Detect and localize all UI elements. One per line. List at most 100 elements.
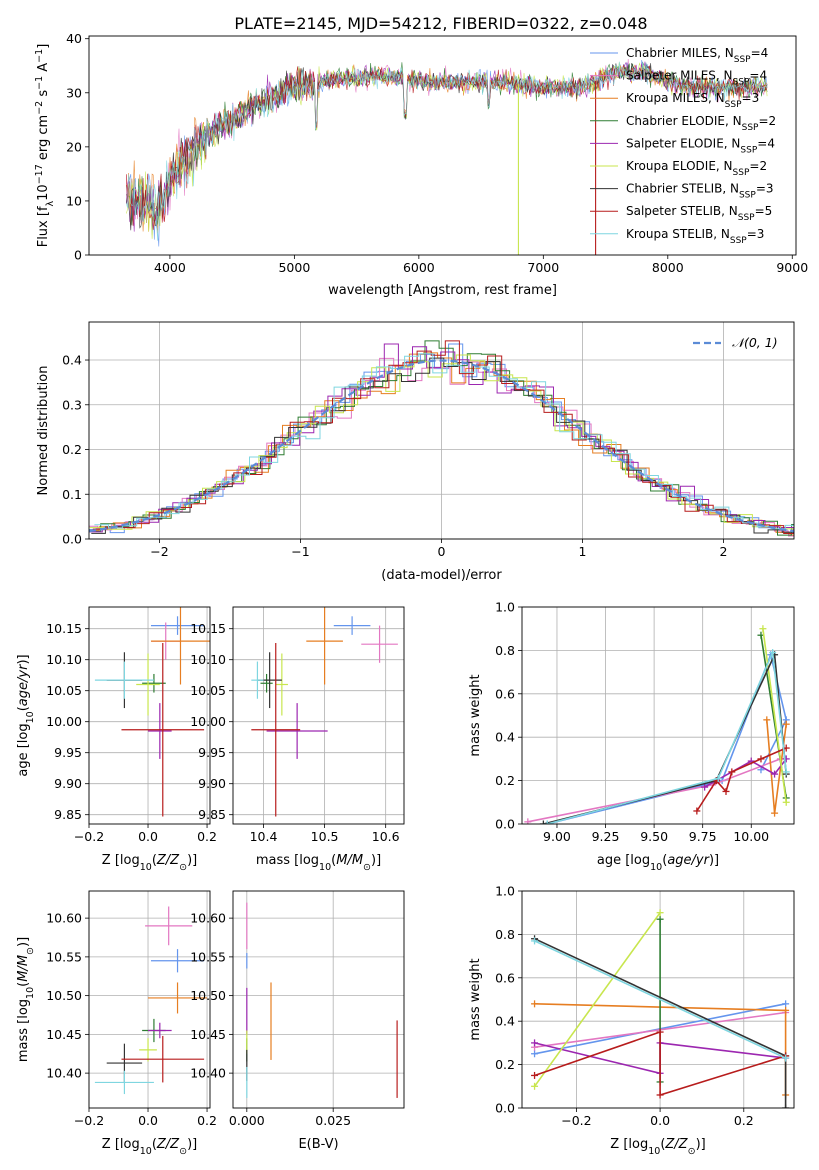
x-tick-label: 6000 (403, 260, 435, 275)
x-tick-label: 10.00 (733, 829, 769, 844)
y-tick-label: 0.8 (495, 927, 515, 942)
label-part: )] (709, 853, 719, 868)
y-tick-label: 10 (66, 193, 82, 208)
weight-marker-kroupa-stelib (531, 937, 539, 945)
weight-marker-kroupa-elodie (531, 1082, 539, 1090)
weight-marker-salpeter-stelib (656, 1091, 664, 1099)
plot-weight-vs-Z (531, 909, 790, 1108)
label-part: −2 (34, 101, 45, 115)
legend-label-kroupa-miles: Kroupa MILES, NSSP=3 (626, 91, 759, 110)
y-tick-label: 10.00 (46, 714, 82, 729)
errorbar-chabrier-elodie (260, 673, 273, 693)
errorbar-kroupa-stelib (251, 661, 264, 699)
legend-text: =3 (747, 227, 765, 241)
legend-sub: SSP (725, 100, 742, 110)
weight-line-salpeter-elodie (704, 758, 787, 788)
weight-marker-salpeter-elodie (531, 1039, 539, 1047)
x-tick-label: −2 (150, 544, 168, 559)
weight-marker-kroupa-elodie (759, 625, 767, 633)
weight-line-kroupa-stelib (534, 940, 786, 1059)
y-tick-label: 0.6 (495, 686, 515, 701)
x-tick-label: 9.75 (689, 829, 717, 844)
x-axis-label: (data-model)/error (381, 568, 502, 583)
weight-marker-chabrier-miles (757, 766, 765, 774)
weight-marker-chabrier-miles (531, 1050, 539, 1058)
weight-marker-chabrier-stelib (782, 1104, 790, 1108)
legend-text: Chabrier STELIB, N (626, 182, 739, 196)
y-tick-label: 0.2 (62, 442, 82, 457)
x-axis-label: age [log10(age/yr)] (597, 853, 719, 873)
weight-marker-chabrier-elodie (656, 915, 664, 923)
axes-frame (521, 606, 795, 825)
label-part: age/yr (667, 853, 710, 868)
weight-marker-kroupa-miles (782, 720, 790, 728)
legend-sub: SSP (738, 213, 755, 223)
y-tick-label: 30 (66, 85, 82, 100)
y-tick-label: 10.50 (190, 988, 226, 1003)
errorbar-salpeter-elodie (148, 1022, 172, 1039)
y-tick-label: 10.40 (46, 1066, 82, 1081)
errorbar-salpeter-stelib (121, 1035, 205, 1083)
y-tick-label: 0.0 (495, 817, 515, 832)
histogram-salpeter-miles (89, 357, 794, 537)
x-tick-label: 10.4 (250, 829, 278, 844)
axes-frame (88, 606, 211, 825)
errorbar-chabrier-miles (150, 616, 205, 635)
x-tick-label: 5000 (278, 260, 310, 275)
histogram-salpeter-elodie (89, 343, 794, 534)
label-part: ( (16, 706, 31, 711)
axes-frame (521, 890, 795, 1109)
panel-spectrum: 4000 5000 6000 7000 8000 9000 0 10 20 30 40 Chabrie… (34, 31, 809, 298)
weight-marker-salpeter-elodie (782, 755, 790, 763)
grid-residuals (89, 322, 794, 540)
plot-mass-vs-ebv (246, 902, 398, 1098)
figure-title: PLATE=2145, MJD=54212, FIBERID=0322, z=0… (234, 14, 647, 33)
label-part: )] (16, 654, 31, 664)
errorbar-kroupa-stelib (94, 661, 154, 699)
label-part: mass weight (468, 674, 483, 756)
label-part: ( (660, 1137, 665, 1152)
y-tick-label: 10.15 (46, 621, 82, 636)
y-tick-label: 9.90 (54, 776, 82, 791)
x-axis-label: mass [log10(M/M⊙)] (256, 853, 381, 873)
label-part: 10 (25, 987, 36, 999)
label-part: 10 (650, 862, 662, 873)
x-tick-label: −1 (291, 544, 309, 559)
weight-marker-kroupa-miles (531, 1000, 539, 1008)
errorbar-salpeter-elodie (266, 703, 328, 759)
errorbar-kroupa-miles (306, 607, 343, 685)
legend-text: Kroupa STELIB, N (626, 227, 730, 241)
weight-marker-kroupa-stelib (714, 774, 722, 782)
label-part: E(B-V) (298, 1137, 338, 1152)
label-part: Z [log (102, 1137, 140, 1152)
weight-marker-kroupa-miles (771, 809, 779, 817)
x-tick-label: 0.2 (197, 1113, 217, 1128)
legend-label-kroupa-stelib: Kroupa STELIB, NSSP=3 (626, 227, 764, 246)
label-part: Z/Z (156, 1137, 180, 1152)
x-tick-label: 10.5 (311, 829, 339, 844)
x-tick-label: 9.50 (640, 829, 668, 844)
label-part: erg cm (36, 115, 51, 164)
x-tick-label: 0.2 (197, 829, 217, 844)
y-tick-label: 10.05 (190, 683, 226, 698)
y-tick-label: 0.4 (495, 730, 515, 745)
panel-age-vs-mass: 10.4 10.5 10.6 9.85 9.90 9.95 10.00 10.05 10.10 1… (190, 606, 405, 873)
legend-text: Kroupa ELODIE, N (626, 159, 733, 173)
y-tick-label: 0.6 (495, 970, 515, 985)
weight-marker-kroupa-miles (763, 716, 771, 724)
label-part: A (36, 63, 51, 76)
legend-text: Salpeter MILES, N (626, 69, 733, 83)
label-part: ( (152, 1137, 157, 1152)
label-part: M/M (16, 955, 31, 982)
label-part: ⊙ (179, 862, 187, 873)
x-tick-label: 0.0 (138, 1113, 158, 1128)
x-axis-label: Z [log10(Z/Z⊙)] (102, 1137, 197, 1157)
y-tick-label: 9.85 (54, 807, 82, 822)
label-part: ( (331, 853, 336, 868)
y-tick-label: 0.8 (495, 643, 515, 658)
weight-marker-kroupa-elodie (782, 798, 790, 806)
weight-marker-salpeter-stelib (531, 1071, 539, 1079)
x-tick-label: −0.2 (74, 1113, 104, 1128)
legend-text: Salpeter ELODIE, N (626, 136, 740, 150)
